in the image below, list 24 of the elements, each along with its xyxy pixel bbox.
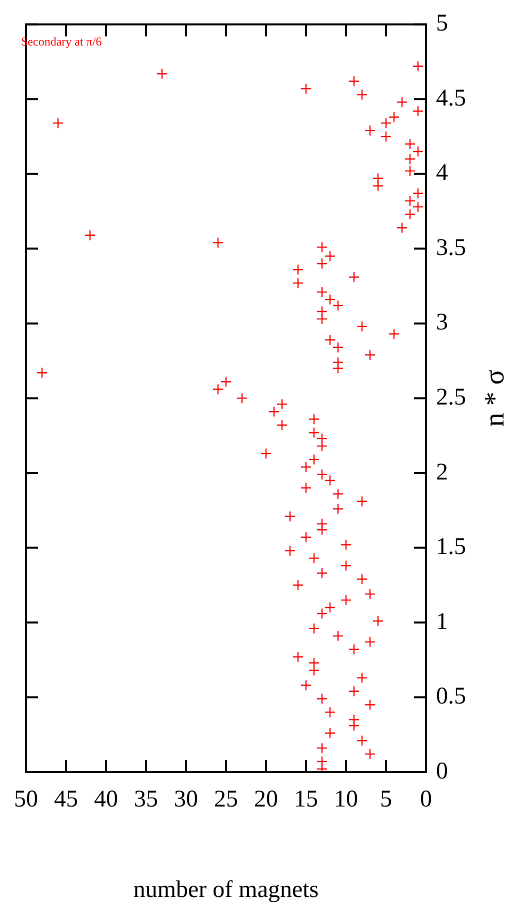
x-tick-label: 5 <box>380 786 392 813</box>
y-tick-label: 5 <box>436 10 448 37</box>
y-tick-label: 3 <box>436 310 448 336</box>
y-tick-label: 1 <box>436 608 448 635</box>
y-tick-label: 0.5 <box>436 684 466 710</box>
x-tick-label: 10 <box>334 786 358 813</box>
x-tick-label: 45 <box>54 786 78 813</box>
y-axis-title: n * σ <box>479 370 510 427</box>
x-axis-title: number of magnets <box>133 876 319 903</box>
y-tick-label: 2.5 <box>436 384 466 410</box>
x-tick-label: 0 <box>420 786 432 813</box>
x-tick-label: 40 <box>94 786 118 813</box>
x-tick-label: 35 <box>134 786 158 813</box>
y-tick-label: 4.5 <box>436 85 466 112</box>
y-tick-label: 2 <box>436 459 448 486</box>
y-tick-label: 3.5 <box>436 234 466 261</box>
y-tick-label: 1.5 <box>436 534 466 560</box>
x-tick-label: 20 <box>254 786 278 813</box>
x-tick-label: 50 <box>14 786 38 813</box>
x-tick-label: 30 <box>174 786 198 813</box>
y-tick-label: 0 <box>436 758 448 784</box>
y-tick-label: 4 <box>436 160 448 186</box>
x-tick-label: 25 <box>214 786 238 813</box>
x-tick-label: 15 <box>294 786 318 813</box>
